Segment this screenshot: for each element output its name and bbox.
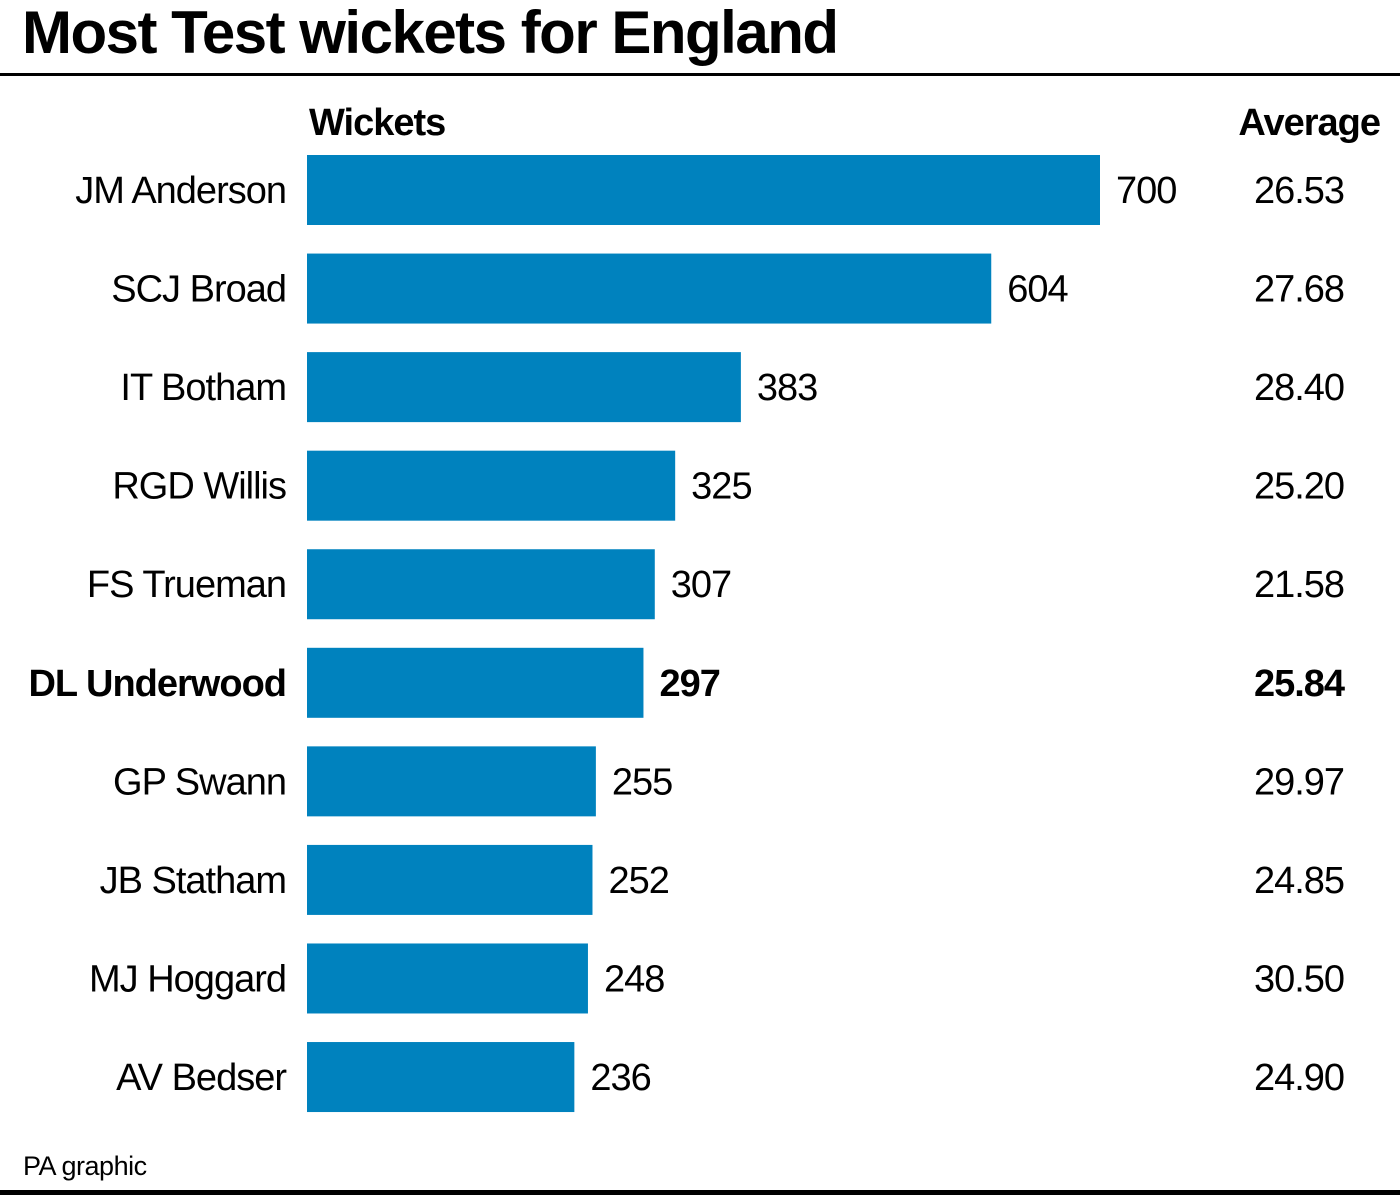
average-label: 25.84	[1254, 663, 1345, 705]
value-label: 255	[612, 761, 672, 803]
bar	[307, 746, 596, 817]
wickets-column-header: Wickets	[309, 102, 445, 144]
average-label: 30.50	[1254, 958, 1344, 1000]
bar	[307, 549, 655, 620]
average-label: 26.53	[1254, 170, 1344, 212]
value-label: 248	[604, 958, 664, 1000]
category-label: MJ Hoggard	[89, 958, 286, 1000]
category-label: SCJ Broad	[111, 269, 286, 311]
bar	[307, 844, 593, 915]
average-label: 21.58	[1254, 564, 1344, 606]
average-label: 27.68	[1254, 269, 1344, 311]
average-label: 24.85	[1254, 860, 1344, 902]
source-credit: PA graphic	[23, 1151, 147, 1181]
average-label: 28.40	[1254, 367, 1344, 409]
category-label: JM Anderson	[75, 170, 286, 212]
bar	[307, 253, 992, 324]
category-label: RGD Willis	[112, 466, 286, 508]
category-label: AV Bedser	[116, 1057, 287, 1099]
value-label: 236	[590, 1057, 650, 1099]
value-label: 383	[757, 367, 817, 409]
average-label: 29.97	[1254, 761, 1344, 803]
bar	[307, 1042, 575, 1113]
value-label: 700	[1116, 170, 1176, 212]
value-label: 252	[608, 860, 668, 902]
value-label: 325	[691, 466, 751, 508]
title-divider	[0, 73, 1400, 76]
category-label: JB Statham	[100, 860, 286, 902]
value-label: 307	[671, 564, 731, 606]
category-label: GP Swann	[113, 761, 286, 803]
average-label: 24.90	[1254, 1057, 1344, 1099]
bar	[307, 352, 741, 423]
bar	[307, 943, 588, 1014]
bar	[307, 155, 1100, 225]
bar	[307, 450, 676, 521]
value-label: 604	[1007, 269, 1068, 311]
average-column-header: Average	[1238, 102, 1380, 144]
category-label: IT Botham	[120, 367, 286, 409]
bar	[307, 647, 644, 718]
average-label: 25.20	[1254, 466, 1344, 508]
category-label: DL Underwood	[28, 663, 286, 705]
bottom-divider	[0, 1190, 1400, 1195]
value-label: 297	[659, 663, 719, 705]
chart-title: Most Test wickets for England	[22, 0, 839, 66]
category-label: FS Trueman	[87, 564, 286, 606]
